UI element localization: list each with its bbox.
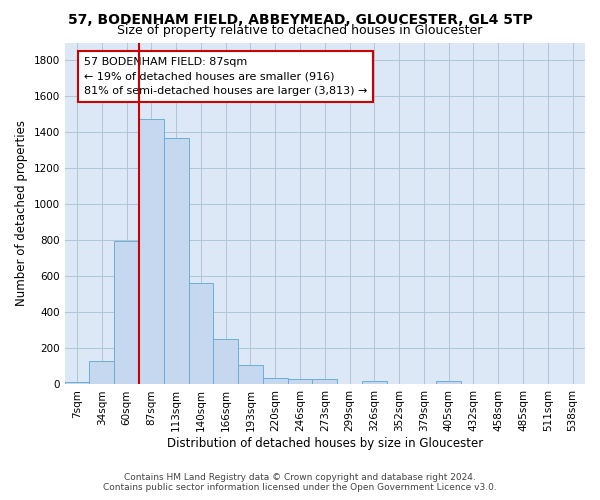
Bar <box>114 242 139 384</box>
Text: 57 BODENHAM FIELD: 87sqm
← 19% of detached houses are smaller (916)
81% of semi-: 57 BODENHAM FIELD: 87sqm ← 19% of detach… <box>84 57 367 96</box>
Bar <box>436 381 461 384</box>
Bar <box>238 364 263 384</box>
Bar <box>65 382 89 384</box>
Bar <box>164 138 188 384</box>
Y-axis label: Number of detached properties: Number of detached properties <box>15 120 28 306</box>
Bar <box>89 361 114 384</box>
Bar <box>313 380 337 384</box>
Text: 57, BODENHAM FIELD, ABBEYMEAD, GLOUCESTER, GL4 5TP: 57, BODENHAM FIELD, ABBEYMEAD, GLOUCESTE… <box>68 12 532 26</box>
X-axis label: Distribution of detached houses by size in Gloucester: Distribution of detached houses by size … <box>167 437 483 450</box>
Bar <box>263 378 287 384</box>
Text: Size of property relative to detached houses in Gloucester: Size of property relative to detached ho… <box>118 24 482 37</box>
Text: Contains HM Land Registry data © Crown copyright and database right 2024.
Contai: Contains HM Land Registry data © Crown c… <box>103 473 497 492</box>
Bar <box>214 340 238 384</box>
Bar <box>188 283 214 384</box>
Bar <box>287 379 313 384</box>
Bar <box>362 381 387 384</box>
Bar <box>139 119 164 384</box>
